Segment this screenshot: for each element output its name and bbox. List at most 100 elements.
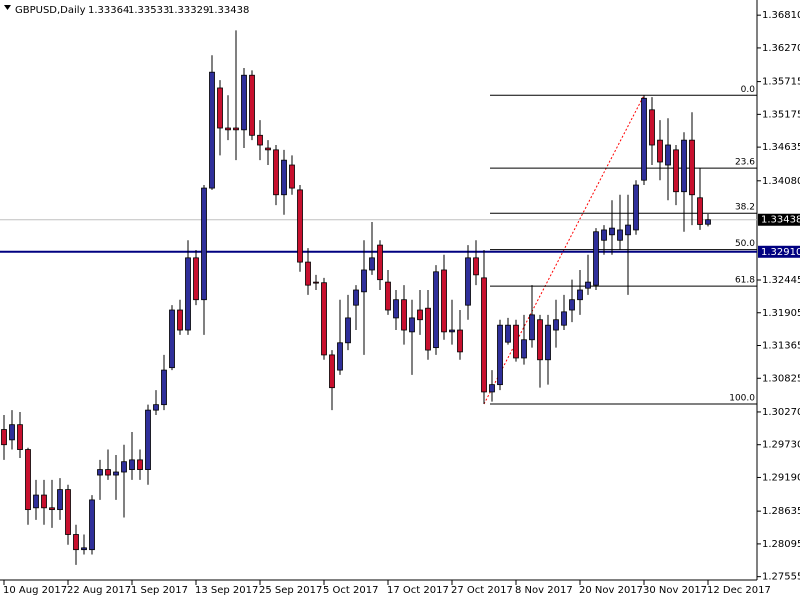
x-tick-label: 8 Nov 2017: [515, 585, 573, 596]
y-tick-label: 1.35175: [762, 109, 800, 120]
candle-body: [513, 324, 519, 359]
x-tick-label: 10 Aug 2017: [3, 585, 67, 596]
candle-body: [369, 257, 375, 271]
candle-body: [25, 449, 31, 511]
candle-body: [625, 224, 631, 236]
candle-body: [345, 317, 351, 344]
current-price-label: 1.33438: [761, 215, 800, 226]
candle-body: [129, 459, 135, 470]
candle-body: [145, 409, 151, 470]
x-tick-label: 20 Nov 2017: [579, 585, 643, 596]
candle-body: [161, 369, 167, 406]
candle-body: [449, 329, 455, 333]
candle-body: [457, 329, 463, 353]
candle-body: [681, 139, 687, 193]
candle-body: [281, 159, 287, 196]
y-tick-label: 1.30270: [762, 407, 800, 418]
candle-body: [81, 547, 87, 551]
x-tick-label: 5 Oct 2017: [323, 585, 378, 596]
candle-body: [617, 229, 623, 241]
y-tick-label: 1.30825: [762, 373, 800, 384]
candle-body: [9, 424, 15, 441]
candle-body: [505, 324, 511, 343]
candle-body: [329, 354, 335, 389]
candle-body: [217, 87, 223, 129]
x-tick-label: 12 Dec 2017: [707, 585, 771, 596]
candle-body: [257, 134, 263, 146]
fib-level-label: 38.2: [735, 203, 755, 213]
candle-body: [537, 319, 543, 361]
candle-body: [289, 164, 295, 189]
candle-body: [249, 74, 255, 136]
candle-body: [337, 342, 343, 371]
candle-body: [225, 127, 231, 131]
current-price-box: [758, 213, 800, 226]
candle-body: [385, 281, 391, 311]
candle-body: [41, 494, 47, 509]
x-tick-label: 27 Oct 2017: [451, 585, 513, 596]
x-tick-label: 13 Sep 2017: [195, 585, 258, 596]
candle-body: [673, 149, 679, 193]
candle-body: [97, 469, 103, 476]
fib-level-label: 0.0: [741, 85, 756, 95]
y-tick-label: 1.36810: [762, 10, 800, 21]
candle-body: [273, 149, 279, 196]
candle-body: [601, 229, 607, 241]
x-tick-label: 17 Oct 2017: [387, 585, 449, 596]
candle-body: [697, 197, 703, 225]
candle-body: [657, 139, 663, 163]
candle-body: [401, 299, 407, 331]
x-tick-label: 30 Nov 2017: [643, 585, 707, 596]
candle-body: [409, 317, 415, 333]
y-tick-label: 1.31905: [762, 308, 800, 319]
candle-body: [1, 429, 7, 446]
candle-body: [609, 227, 615, 236]
candle-body: [417, 309, 423, 321]
x-tick-label: 25 Sep 2017: [259, 585, 322, 596]
hline-label: 1.32910: [761, 247, 800, 258]
candle-body: [577, 289, 583, 301]
candle-body: [665, 144, 671, 166]
candle-body: [201, 187, 207, 301]
candle-body: [73, 534, 79, 551]
hline-label-box: [758, 245, 800, 258]
candle-body: [65, 489, 71, 535]
candle-body: [481, 277, 487, 393]
candle-body: [425, 307, 431, 351]
candle-body: [649, 109, 655, 146]
candle-body: [633, 184, 639, 231]
candle-body: [137, 459, 143, 470]
y-tick-label: 1.29190: [762, 472, 800, 483]
candle-body: [473, 257, 479, 276]
y-tick-label: 1.35715: [762, 77, 800, 88]
candle-body: [377, 244, 383, 281]
candle-body: [121, 461, 127, 473]
y-tick-label: 1.34635: [762, 142, 800, 153]
menu-icon: [4, 5, 11, 10]
candle-body: [185, 257, 191, 331]
candle-body: [209, 71, 215, 189]
candle-body: [177, 309, 183, 331]
candle-body: [57, 489, 63, 511]
open-value: 1.33364: [88, 5, 129, 16]
candle-body: [89, 499, 95, 551]
candle-body: [521, 339, 527, 359]
candle-body: [169, 309, 175, 369]
candle-body: [297, 189, 303, 263]
close-value: 1.33438: [208, 5, 249, 16]
y-tick-label: 1.32445: [762, 275, 800, 286]
candle-body: [393, 299, 399, 319]
x-tick-label: 1 Sep 2017: [131, 585, 188, 596]
y-tick-label: 1.36270: [762, 43, 800, 54]
candle-body: [641, 97, 647, 181]
candle-body: [233, 127, 239, 131]
y-tick-label: 1.28095: [762, 539, 800, 550]
y-tick-label: 1.27555: [762, 572, 800, 583]
candle-body: [361, 269, 367, 293]
y-tick-label: 1.29730: [762, 440, 800, 451]
candle-body: [689, 139, 695, 196]
candle-body: [105, 469, 111, 476]
candle-body: [305, 261, 311, 286]
